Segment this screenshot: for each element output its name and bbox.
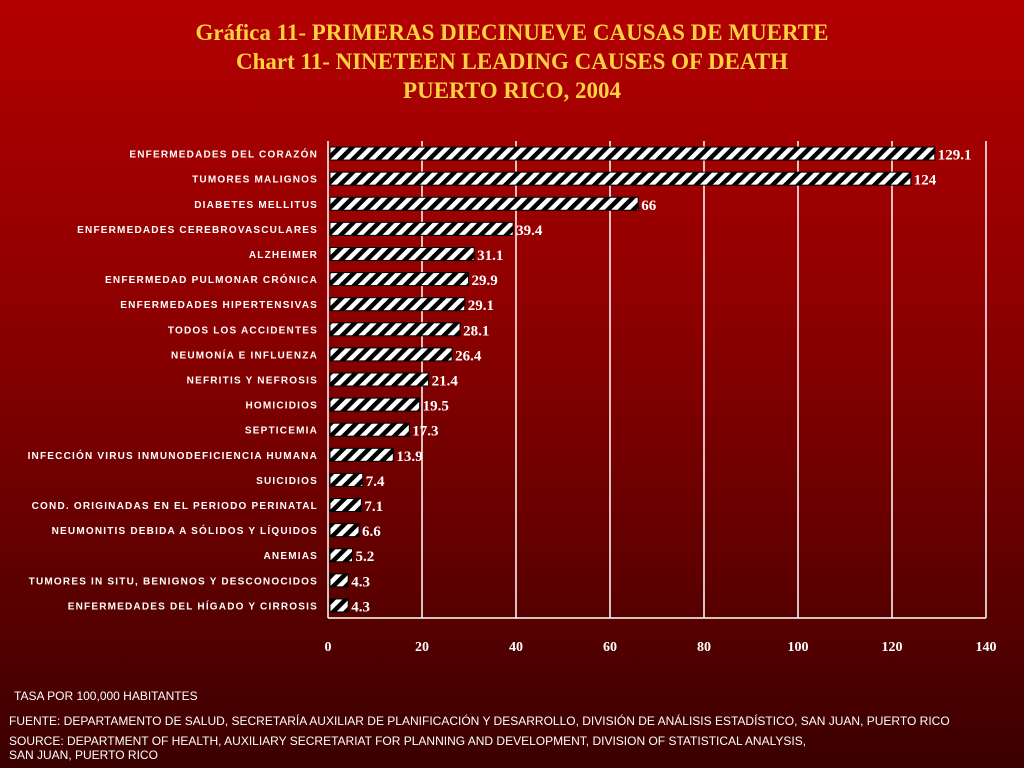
chart-title-english: Chart 11- NINETEEN LEADING CAUSES OF DEA… [235, 49, 789, 74]
category-label-18: ENFERMEDADES DEL HÍGADO Y CIRROSIS [68, 599, 318, 612]
category-label-16: ANEMIAS [263, 551, 318, 562]
value-label-2: 66 [641, 198, 657, 214]
value-label-13: 7.4 [366, 474, 385, 490]
x-tick-label-2: 40 [509, 640, 523, 655]
bar-7 [329, 322, 461, 337]
bar-10 [329, 397, 421, 412]
category-label-12: INFECCIÓN VIRUS INMUNODEFICIENCIA HUMANA [28, 449, 318, 462]
category-label-6: ENFERMEDADES HIPERTENSIVAS [120, 300, 318, 311]
value-label-5: 29.9 [472, 273, 498, 289]
bar-0 [329, 146, 936, 161]
chart-title-spanish: Gráfica 11- PRIMERAS DIECINUEVE CAUSAS D… [195, 20, 829, 45]
x-tick-label-4: 80 [697, 640, 711, 655]
bar-2 [329, 196, 639, 211]
category-label-1: TUMORES MALIGNOS [192, 175, 318, 186]
x-tick-label-1: 20 [415, 640, 429, 655]
bar-18 [329, 598, 349, 613]
category-label-8: NEUMONÍA E INFLUENZA [171, 348, 318, 361]
bar-6 [329, 297, 466, 312]
category-label-7: TODOS LOS ACCIDENTES [168, 325, 318, 336]
value-label-6: 29.1 [468, 298, 494, 314]
value-label-14: 7.1 [364, 499, 383, 515]
value-label-8: 26.4 [455, 348, 482, 364]
x-tick-label-7: 140 [976, 640, 997, 655]
value-label-4: 31.1 [477, 248, 503, 264]
category-label-5: ENFERMEDAD PULMONAR CRÓNICA [105, 273, 318, 286]
source-note-english-line2: SAN JUAN, PUERTO RICO [9, 748, 158, 762]
bar-12 [329, 447, 394, 462]
source-note-english-line1: SOURCE: DEPARTMENT OF HEALTH, AUXILIARY … [9, 734, 807, 748]
category-label-13: SUICIDIOS [256, 476, 318, 487]
category-label-14: COND. ORIGINADAS EN EL PERIODO PERINATAL [32, 501, 318, 512]
value-label-10: 19.5 [423, 399, 449, 415]
bars [329, 146, 936, 613]
bar-15 [329, 523, 360, 538]
value-label-18: 4.3 [351, 599, 370, 615]
chart-title-block: Gráfica 11- PRIMERAS DIECINUEVE CAUSAS D… [0, 18, 1024, 105]
value-label-9: 21.4 [432, 374, 459, 390]
x-tick-label-5: 100 [788, 640, 809, 655]
value-label-1: 124 [914, 173, 937, 189]
bar-14 [329, 498, 362, 513]
value-label-17: 4.3 [351, 574, 370, 590]
value-label-15: 6.6 [362, 524, 381, 540]
category-label-4: ALZHEIMER [249, 250, 318, 261]
bar-9 [329, 372, 430, 387]
category-label-2: DIABETES MELLITUS [194, 200, 318, 211]
category-label-3: ENFERMEDADES CEREBROVASCULARES [77, 225, 318, 236]
category-labels: ENFERMEDADES DEL CORAZÓN TUMORES MALIGNOS… [28, 148, 318, 613]
x-tick-label-6: 120 [882, 640, 903, 655]
category-label-17: TUMORES IN SITU, BENIGNOS Y DESCONOCIDOS [29, 576, 318, 587]
x-axis-tick-labels: 0 20 40 60 80 100 120 140 [325, 640, 997, 655]
value-label-16: 5.2 [355, 549, 374, 565]
value-label-3: 39.4 [516, 223, 543, 239]
bar-4 [329, 246, 475, 261]
chart-title-location-year: PUERTO RICO, 2004 [403, 78, 621, 103]
bar-1 [329, 171, 912, 186]
bar-16 [329, 548, 353, 563]
bar-3 [329, 221, 514, 236]
value-label-12: 13.9 [396, 449, 422, 465]
category-label-11: SEPTICEMIA [245, 426, 318, 437]
value-label-11: 17.3 [412, 424, 438, 440]
rate-note: TASA POR 100,000 HABITANTES [14, 689, 198, 703]
value-label-7: 28.1 [463, 323, 489, 339]
x-tick-label-0: 0 [325, 640, 332, 655]
bar-13 [329, 472, 364, 487]
gridlines [327, 141, 987, 619]
bar-11 [329, 422, 410, 437]
x-tick-label-3: 60 [603, 640, 617, 655]
value-label-0: 129.1 [938, 148, 972, 164]
bar-17 [329, 573, 349, 588]
bar-5 [329, 272, 470, 287]
bar-8 [329, 347, 453, 362]
category-label-15: NEUMONITIS DEBIDA A SÓLIDOS Y LÍQUIDOS [52, 524, 318, 537]
category-label-0: ENFERMEDADES DEL CORAZÓN [129, 148, 318, 161]
category-label-10: HOMICIDIOS [245, 401, 318, 412]
source-note-spanish: FUENTE: DEPARTAMENTO DE SALUD, SECRETARÍ… [9, 714, 950, 728]
category-label-9: NEFRITIS Y NEFROSIS [187, 376, 318, 387]
